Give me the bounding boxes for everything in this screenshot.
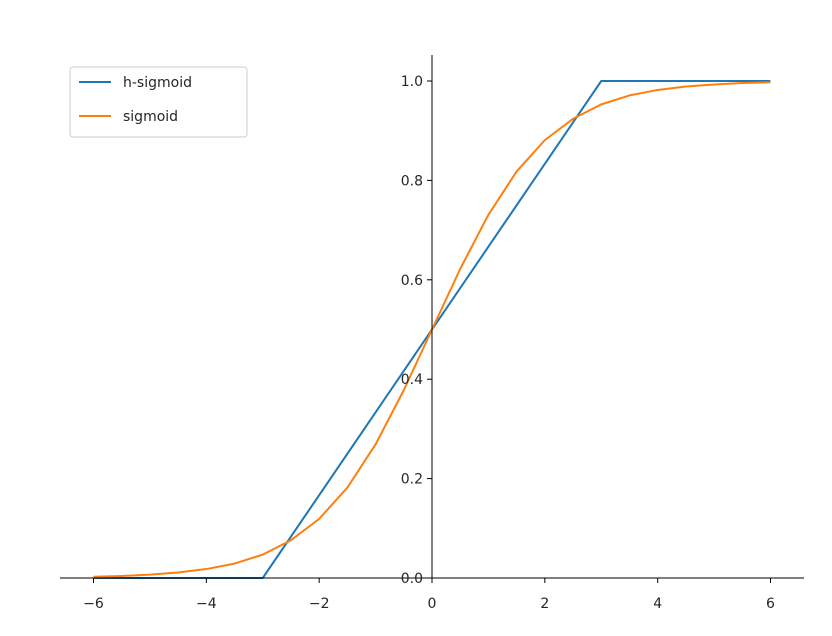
x-tick-label: 4 <box>653 596 662 612</box>
y-tick-label: 0.2 <box>401 472 423 488</box>
y-tick-label: 0.4 <box>401 372 423 388</box>
x-tick-label: 2 <box>540 596 549 612</box>
y-tick-label: 0.6 <box>401 273 423 289</box>
y-tick-label: 1.0 <box>401 74 423 90</box>
x-tick-label: −4 <box>196 596 217 612</box>
x-tick-label: 0 <box>428 596 437 612</box>
legend-label-sigmoid: sigmoid <box>123 109 178 125</box>
legend: h-sigmoid sigmoid <box>69 66 248 138</box>
ticks-layer: −6 −4 −2 0 2 4 6 0.0 0.2 0.4 0.6 0.8 1.0 <box>83 74 775 612</box>
x-tick-label: −2 <box>309 596 330 612</box>
legend-label-h-sigmoid: h-sigmoid <box>123 75 192 91</box>
x-tick-label: 6 <box>766 596 775 612</box>
x-tick-label: −6 <box>83 596 104 612</box>
y-tick-label: 0.0 <box>401 571 423 587</box>
legend-box <box>69 66 248 138</box>
y-tick-label: 0.8 <box>401 173 423 189</box>
